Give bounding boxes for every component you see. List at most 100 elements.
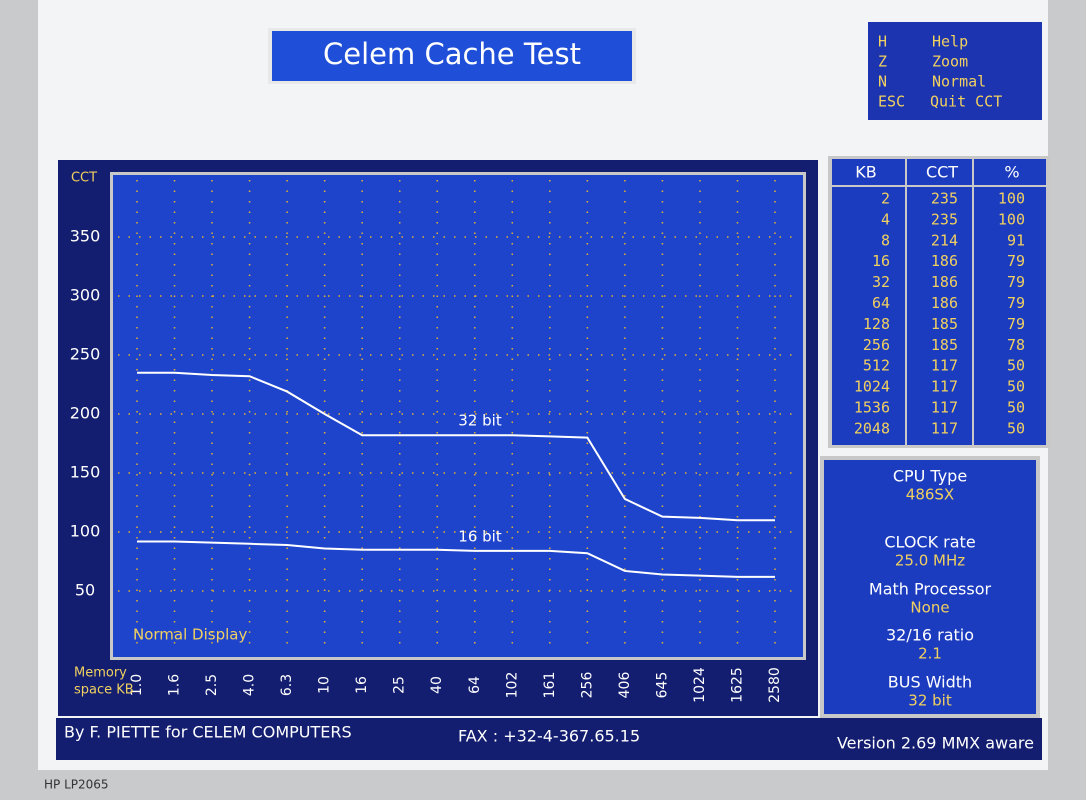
table-header: CCT xyxy=(926,163,958,182)
table-cell: 235 xyxy=(931,190,958,208)
x-axis-label: space KB xyxy=(74,683,134,698)
table-cell: 100 xyxy=(998,210,1025,228)
table-cell: 50 xyxy=(1007,419,1025,437)
y-tick-label: 150 xyxy=(70,463,101,482)
table-box xyxy=(832,159,1046,445)
x-axis-label: Memory xyxy=(74,666,127,681)
y-tick-label: 300 xyxy=(70,286,101,305)
series-line xyxy=(137,371,775,522)
y-tick-label: 200 xyxy=(70,404,101,423)
table-cell: 214 xyxy=(931,231,958,249)
table-cell: 64 xyxy=(872,294,890,312)
y-axis-label: CCT xyxy=(71,171,97,186)
table-cell: 50 xyxy=(1007,399,1025,417)
key-action: Help xyxy=(932,33,968,51)
info-label: 32/16 ratio xyxy=(886,626,974,645)
table-cell: 512 xyxy=(863,357,890,375)
table-cell: 117 xyxy=(931,419,958,437)
table-cell: 79 xyxy=(1007,294,1025,312)
table-cell: 4 xyxy=(881,210,890,228)
info-value: None xyxy=(910,599,949,617)
table-header: KB xyxy=(855,163,876,182)
info-label: CPU Type xyxy=(893,467,967,486)
x-tick-label: 256 xyxy=(579,672,595,699)
table-cell: 185 xyxy=(931,336,958,354)
footer-author: By F. PIETTE for CELEM COMPUTERS xyxy=(64,723,352,742)
table-cell: 117 xyxy=(931,357,958,375)
table-header: % xyxy=(1004,163,1019,182)
monitor-label: HP LP2065 xyxy=(44,778,109,792)
title-box xyxy=(272,31,632,81)
x-tick-label: 645 xyxy=(654,672,670,699)
footer-version: Version 2.69 MMX aware xyxy=(837,734,1034,753)
table-cell: 32 xyxy=(872,273,890,291)
key: N xyxy=(878,73,887,91)
key-action: Normal xyxy=(932,73,986,91)
table-cell: 100 xyxy=(998,190,1025,208)
info-value: 32 bit xyxy=(908,692,952,710)
info-label: CLOCK rate xyxy=(884,533,975,552)
table-cell: 235 xyxy=(931,210,958,228)
x-tick-label: 16 xyxy=(354,676,370,694)
y-tick-label: 100 xyxy=(70,522,101,541)
info-box xyxy=(824,460,1036,714)
x-tick-label: 406 xyxy=(617,672,633,699)
table-cell: 117 xyxy=(931,399,958,417)
info-value: 25.0 MHz xyxy=(895,552,965,570)
x-tick-label: 2580 xyxy=(767,667,783,703)
key: H xyxy=(878,33,887,51)
x-tick-label: 64 xyxy=(467,676,483,694)
key-action: Quit CCT xyxy=(930,93,1002,111)
x-tick-label: 1625 xyxy=(729,667,745,703)
key: ESC xyxy=(878,93,905,111)
table-cell: 78 xyxy=(1007,336,1025,354)
table-cell: 2048 xyxy=(854,419,890,437)
x-tick-label: 1.6 xyxy=(167,674,183,696)
key-action: Zoom xyxy=(932,53,968,71)
series-label: 32 bit xyxy=(458,412,502,430)
x-tick-label: 25 xyxy=(392,676,408,694)
info-label: BUS Width xyxy=(888,673,972,692)
table-cell: 79 xyxy=(1007,315,1025,333)
table-cell: 185 xyxy=(931,315,958,333)
table-cell: 50 xyxy=(1007,378,1025,396)
table-cell: 186 xyxy=(931,252,958,270)
series-label: 16 bit xyxy=(458,527,502,545)
x-tick-label: 40 xyxy=(429,676,445,694)
key: Z xyxy=(878,53,887,71)
table-cell: 79 xyxy=(1007,252,1025,270)
title: Celem Cache Test xyxy=(323,37,581,71)
keys-box xyxy=(868,22,1042,120)
table-cell: 186 xyxy=(931,294,958,312)
info-value: 486SX xyxy=(906,486,954,504)
table-cell: 16 xyxy=(872,252,890,270)
footer-fax: FAX : +32-4-367.65.15 xyxy=(458,727,640,746)
annotation: Normal Display xyxy=(133,626,247,644)
y-tick-label: 350 xyxy=(70,227,101,246)
x-tick-label: 161 xyxy=(542,672,558,699)
info-label: Math Processor xyxy=(869,580,992,599)
table-cell: 186 xyxy=(931,273,958,291)
table-cell: 79 xyxy=(1007,273,1025,291)
series-line xyxy=(137,540,775,578)
table-cell: 128 xyxy=(863,315,890,333)
y-tick-label: 50 xyxy=(75,581,95,600)
x-tick-label: 10 xyxy=(317,676,333,694)
x-tick-label: 1024 xyxy=(692,667,708,703)
y-tick-label: 250 xyxy=(70,345,101,364)
table-cell: 8 xyxy=(881,231,890,249)
table-cell: 256 xyxy=(863,336,890,354)
info-value: 2.1 xyxy=(918,645,942,663)
x-tick-label: 4.0 xyxy=(242,674,258,696)
footer-bar xyxy=(56,718,1042,760)
table-cell: 117 xyxy=(931,378,958,396)
table-cell: 1536 xyxy=(854,399,890,417)
table-cell: 2 xyxy=(881,190,890,208)
x-tick-label: 6.3 xyxy=(279,674,295,696)
plot-area xyxy=(113,175,803,657)
x-tick-label: 1.0 xyxy=(129,674,145,696)
table-cell: 1024 xyxy=(854,378,890,396)
x-tick-label: 102 xyxy=(504,672,520,699)
